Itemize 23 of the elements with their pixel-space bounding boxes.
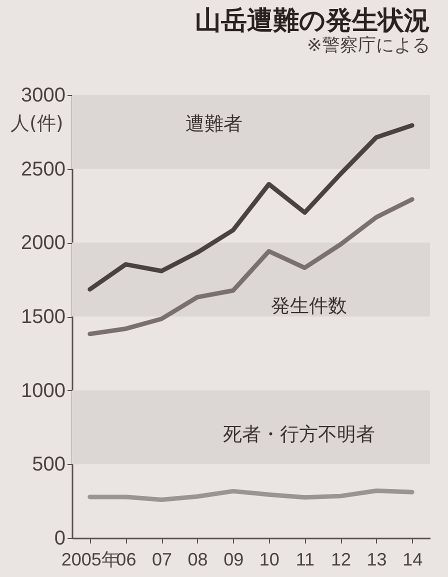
x-tick-label: 11 <box>296 550 315 570</box>
y-tick-label: 1500 <box>21 306 66 328</box>
line-series <box>88 488 414 502</box>
y-tick-label: 1000 <box>21 380 66 402</box>
x-tick-label: 08 <box>188 550 208 570</box>
text: 死者・行方不明者 <box>222 424 375 446</box>
text: ※警察庁による <box>306 35 430 56</box>
y-axis-title: 人(件) <box>10 112 64 134</box>
x-tick-label: 10 <box>259 550 280 570</box>
x-tick-label: 14 <box>402 550 423 570</box>
y-tick-label: 0 <box>54 528 66 550</box>
series-label: 発生件数 <box>270 295 347 318</box>
x-tick-label: 09 <box>224 550 244 570</box>
y-tick-label: 500 <box>32 454 66 476</box>
x-tick-label: 07 <box>152 550 172 570</box>
y-tick-label: 3000 <box>21 84 66 106</box>
line-series <box>88 197 414 336</box>
chart-title: 山岳遭難の発生状況 <box>195 6 430 36</box>
x-tick-label: 13 <box>366 550 387 570</box>
text: 遭難者 <box>185 113 242 136</box>
y-tick-label: 2500 <box>21 158 66 180</box>
y-tick-label: 2000 <box>21 232 66 254</box>
x-tick-label: 12 <box>330 550 352 570</box>
